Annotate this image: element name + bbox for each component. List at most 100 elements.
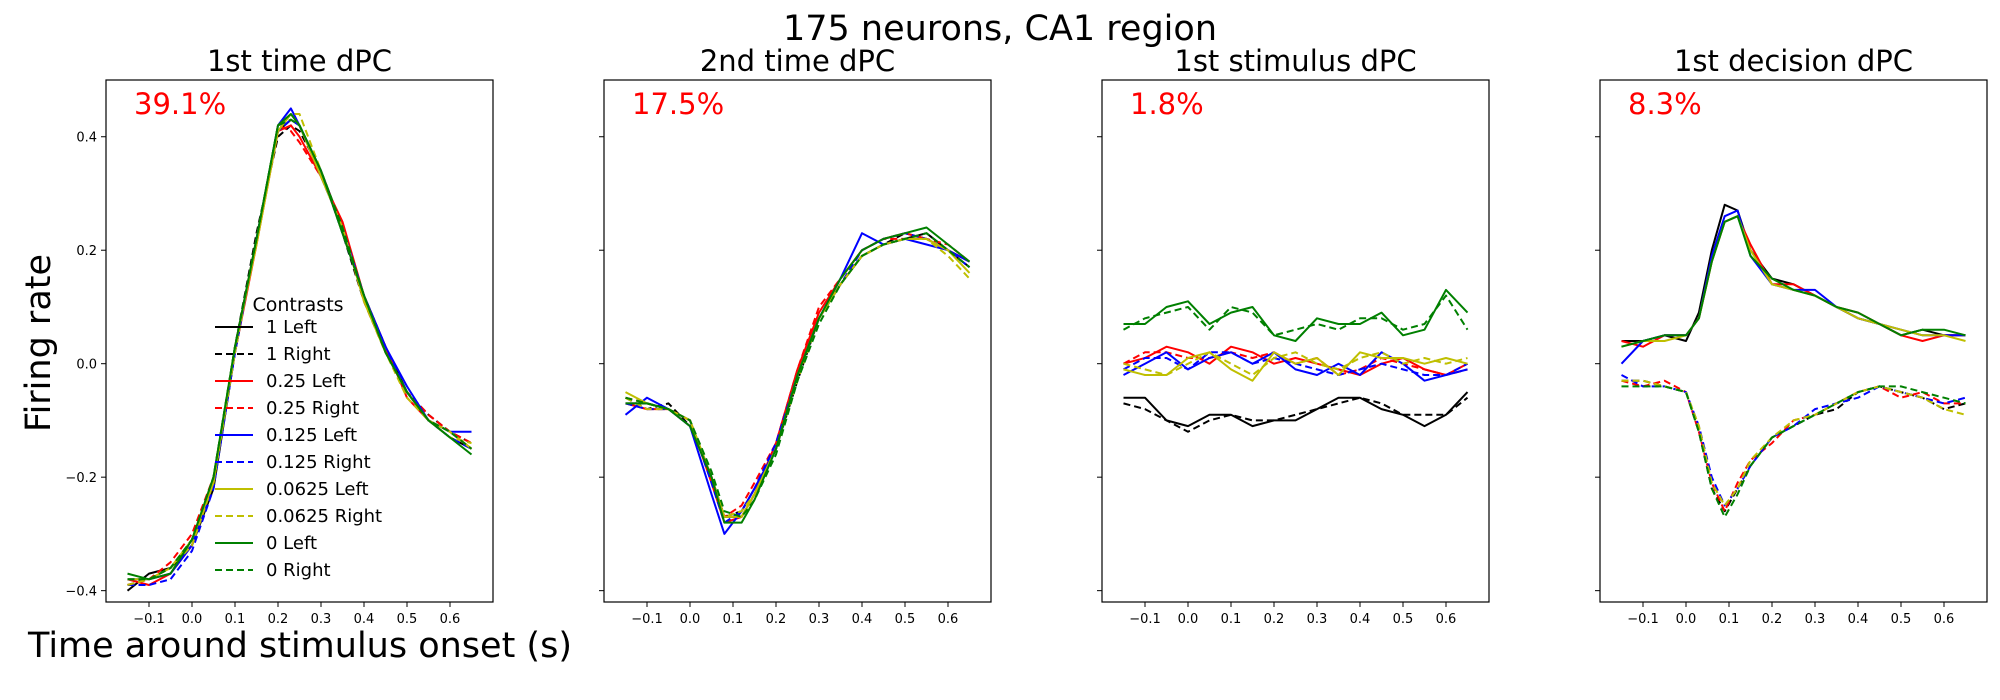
- series-line: [1123, 351, 1468, 376]
- x-tick-label: 0.6: [938, 612, 959, 627]
- x-tick-label: 0.1: [723, 612, 744, 627]
- legend-item: 0 Left: [215, 533, 317, 554]
- panels: 1st time dPC −0.1 0.0 0.1 0.2 0.3 0.4 0.5 0.6 −0.…: [65, 44, 1988, 627]
- x-tick-label: 0.4: [1848, 612, 1869, 627]
- legend-item: 0.125 Left: [215, 425, 357, 446]
- legend-label: 0.125 Left: [266, 425, 357, 446]
- x-tick-label: 0.1: [225, 612, 246, 627]
- x-tick-label: 0.5: [1393, 612, 1414, 627]
- series-line: [1621, 379, 1966, 507]
- legend-label: 0 Right: [266, 560, 331, 581]
- x-tick-label: 0.5: [397, 612, 418, 627]
- x-tick-label: 0.5: [895, 612, 916, 627]
- x-tick-label: 0.1: [1719, 612, 1740, 627]
- series-line: [1123, 391, 1469, 428]
- panel-2: 2nd time dPC −0.1 0.0 0.1 0.2 0.3 0.4 0.5 0.6 17.…: [599, 44, 992, 627]
- series-group: [1620, 203, 1966, 518]
- panel-title: 1st time dPC: [207, 44, 392, 78]
- x-tick-label: 0.4: [852, 612, 873, 627]
- series-line: [625, 226, 971, 524]
- x-tick-label: 0.2: [268, 612, 289, 627]
- series-line: [1621, 385, 1966, 518]
- x-tick-label: −0.1: [133, 612, 165, 627]
- x-tick-label: 0.0: [1178, 612, 1199, 627]
- x-tick-label: 0.3: [1805, 612, 1826, 627]
- panel-1: 1st time dPC −0.1 0.0 0.1 0.2 0.3 0.4 0.5 0.6 −0.…: [65, 44, 494, 627]
- x-tick-label: 0.2: [1762, 612, 1783, 627]
- legend-item: 0.0625 Left: [215, 479, 369, 500]
- legend-label: 0.0625 Right: [266, 506, 382, 527]
- series-line: [1621, 215, 1966, 348]
- x-tick-label: 0.3: [1307, 612, 1328, 627]
- legend-label: 0.125 Right: [266, 452, 371, 473]
- x-tick-label: 0.0: [680, 612, 701, 627]
- x-tick-label: 0.3: [809, 612, 830, 627]
- series-group: [1123, 288, 1469, 433]
- legend-item: 1 Right: [215, 344, 331, 365]
- x-tick-label: 0.6: [440, 612, 461, 627]
- axes-frame: [1101, 79, 1490, 603]
- series-line: [1621, 215, 1966, 348]
- panel-3: 1st stimulus dPC −0.1 0.0 0.1 0.2 0.3 0.4 0.5 0.…: [1097, 44, 1490, 627]
- x-tick-label: 0.0: [1676, 612, 1697, 627]
- legend-label: 1 Right: [266, 344, 331, 365]
- x-tick-label: 0.2: [766, 612, 787, 627]
- x-tick-label: 0.3: [311, 612, 332, 627]
- x-tick-label: −0.1: [1129, 612, 1161, 627]
- axes-frame: [603, 79, 992, 603]
- x-tick-label: 0.1: [1221, 612, 1242, 627]
- legend-item: 0.0625 Right: [215, 506, 382, 527]
- variance-annotation: 39.1%: [134, 87, 226, 121]
- figure-ylabel: Firing rate: [19, 254, 59, 432]
- figure-xlabel: Time around stimulus onset (s): [27, 626, 572, 666]
- series-group: [126, 107, 473, 592]
- x-tick-label: 0.4: [354, 612, 375, 627]
- x-tick-label: 0.0: [182, 612, 203, 627]
- panel-title: 2nd time dPC: [700, 44, 895, 78]
- variance-annotation: 8.3%: [1628, 87, 1702, 121]
- series-line: [1621, 379, 1966, 513]
- x-tick-label: 0.6: [1436, 612, 1457, 627]
- variance-annotation: 1.8%: [1130, 87, 1204, 121]
- legend-item: 0.125 Right: [215, 452, 371, 473]
- x-tick-label: 0.6: [1934, 612, 1955, 627]
- y-tick-label: −0.2: [65, 471, 97, 486]
- legend-label: 0.25 Left: [266, 371, 346, 392]
- series-line: [1621, 203, 1966, 342]
- legend-label: 1 Left: [266, 317, 317, 338]
- legend-label: 0 Left: [266, 533, 317, 554]
- series-line: [1123, 288, 1469, 342]
- series-line: [1621, 379, 1966, 513]
- series-line: [127, 113, 472, 586]
- y-tick-label: 0.4: [76, 131, 97, 146]
- x-tick-label: 0.4: [1350, 612, 1371, 627]
- legend-label: 0.25 Right: [266, 398, 359, 419]
- legend-item: 0.25 Right: [215, 398, 359, 419]
- legend-item: 1 Left: [215, 317, 317, 338]
- legend-item: 0.25 Left: [215, 371, 346, 392]
- legend-title: Contrasts: [252, 294, 343, 316]
- panel-title: 1st stimulus dPC: [1174, 44, 1416, 78]
- x-tick-label: 0.2: [1264, 612, 1285, 627]
- panel-4: 1st decision dPC −0.1 0.0 0.1 0.2 0.3 0.4 0.5 0.…: [1595, 44, 1988, 627]
- series-line: [1123, 345, 1468, 376]
- series-line: [127, 113, 473, 581]
- figure-suptitle: 175 neurons, CA1 region: [783, 9, 1217, 49]
- y-tick-label: 0.0: [76, 358, 97, 373]
- x-tick-label: −0.1: [1627, 612, 1659, 627]
- series-line: [127, 124, 472, 586]
- x-tick-label: −0.1: [631, 612, 663, 627]
- series-group: [624, 226, 971, 535]
- variance-annotation: 17.5%: [632, 87, 724, 121]
- y-tick-label: 0.2: [76, 244, 97, 259]
- series-line: [1123, 396, 1469, 433]
- axes-frame: [105, 79, 494, 603]
- legend-label: 0.0625 Left: [266, 479, 369, 500]
- y-tick-label: −0.4: [65, 585, 97, 600]
- series-line: [1620, 209, 1966, 365]
- series-line: [1123, 351, 1468, 382]
- series-line: [1123, 294, 1469, 337]
- series-line: [127, 124, 472, 586]
